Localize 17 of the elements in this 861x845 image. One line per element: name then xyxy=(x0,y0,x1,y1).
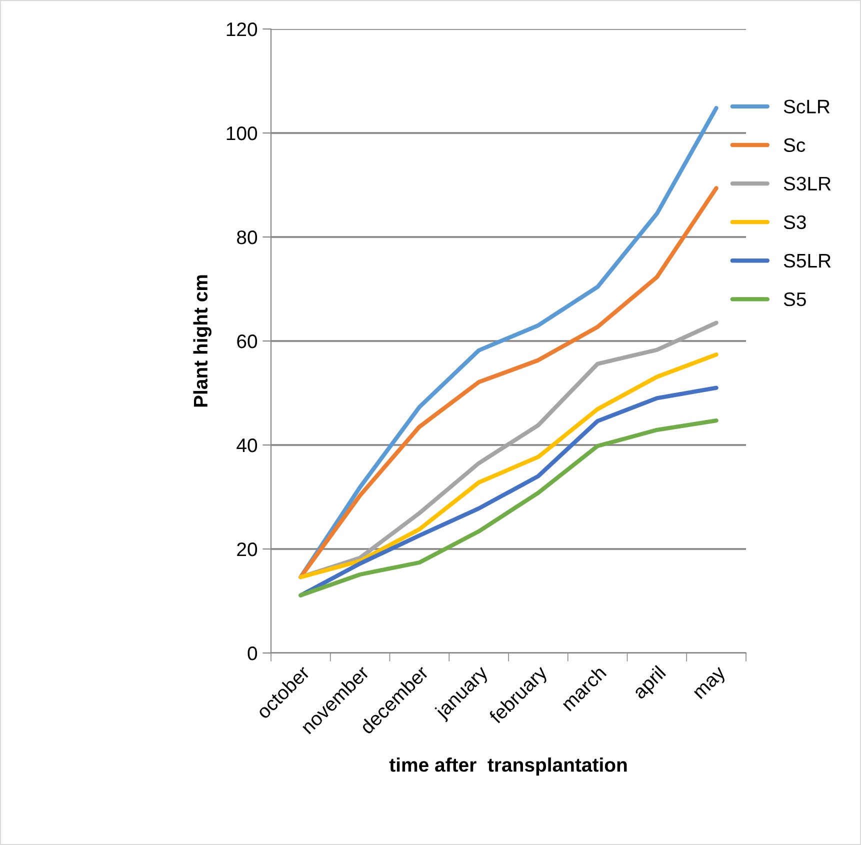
legend-label: ScLR xyxy=(784,100,830,114)
y-tick-label: 120 xyxy=(226,22,258,36)
y-tick-label: 0 xyxy=(248,646,258,660)
y-axis-title: Plant hight cm xyxy=(193,275,212,407)
x-axis-title: time after transplantation xyxy=(389,758,627,776)
y-tick-label: 40 xyxy=(236,438,258,452)
y-tick-label: 20 xyxy=(237,542,258,556)
x-tick-label: may xyxy=(694,666,730,702)
legend-label: Sc xyxy=(784,138,806,152)
y-tick-label: 80 xyxy=(237,230,258,244)
y-tick-label: 100 xyxy=(226,126,258,140)
y-tick-label: 60 xyxy=(237,334,258,348)
legend-label: S3 xyxy=(784,215,806,230)
legend-label: S5LR xyxy=(784,254,831,268)
legend-label: S5 xyxy=(784,292,806,306)
legend-label: S3LR xyxy=(784,176,831,191)
line-series xyxy=(298,418,718,598)
